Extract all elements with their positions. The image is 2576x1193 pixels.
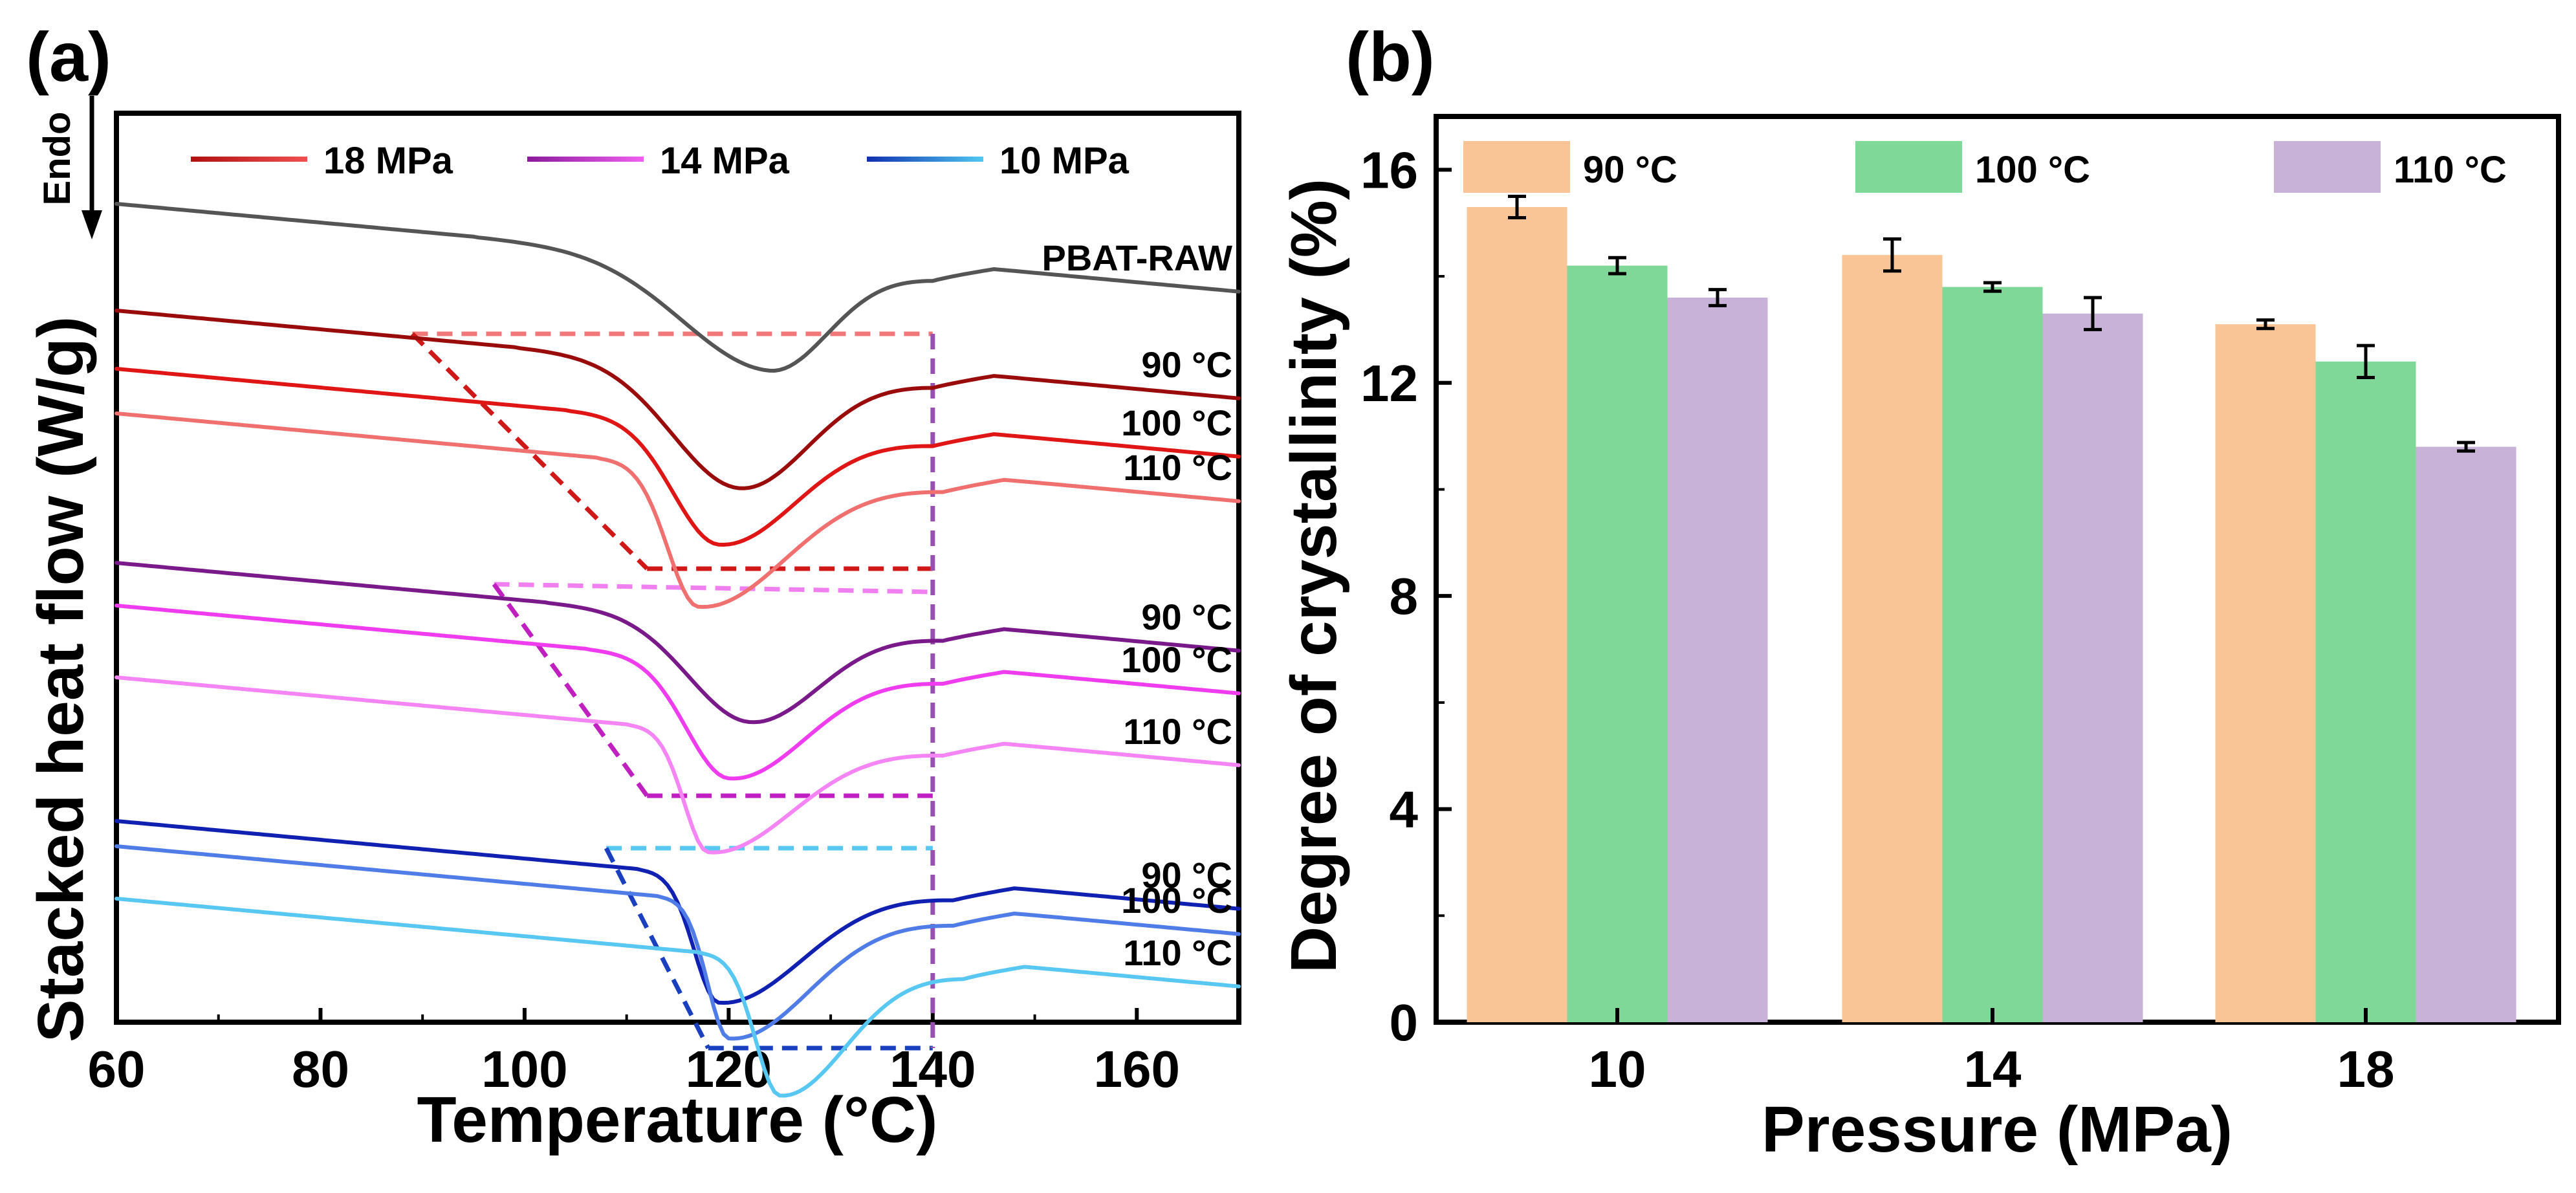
x-tick-label: 10: [1589, 1040, 1646, 1098]
y-tick-label: 0: [1390, 994, 1419, 1051]
legend-label: 18 MPa: [323, 140, 453, 182]
heat-flow-curve: [115, 309, 1241, 490]
curve-label: 100 °C: [1121, 402, 1232, 443]
endo-arrow-head: [82, 210, 102, 239]
legend-swatch: [2274, 141, 2381, 193]
x-tick-label: 100: [481, 1040, 567, 1098]
guide-diagonal-line: [492, 582, 649, 798]
legend-swatch: [867, 157, 983, 162]
bar: [1667, 298, 1768, 1022]
panel-b: (b) 0 4 8 12 16 10 14 18 90 °C 100 °C 110 °C Pre…: [1278, 17, 2561, 1166]
panel-a-plot-frame: [114, 111, 1241, 1025]
panel-a-guides: [410, 331, 935, 1051]
panel-b-label: (b): [1346, 17, 1435, 96]
bar: [2042, 313, 2143, 1023]
x-tick-label: 160: [1094, 1040, 1180, 1098]
heat-flow-curve: [115, 411, 1241, 609]
x-tick-label: 14: [1964, 1040, 2022, 1098]
bar: [1467, 207, 1567, 1022]
panel-b-legend: 90 °C 100 °C 110 °C: [1463, 141, 2507, 193]
y-tick-label: 16: [1360, 141, 1418, 199]
legend-label: 90 °C: [1583, 149, 1677, 191]
heat-flow-curve: [115, 367, 1241, 547]
curve-label: PBAT-RAW: [1042, 237, 1233, 278]
panel-b-x-axis-title: Pressure (MPa): [1762, 1093, 2232, 1166]
legend-swatch: [1855, 141, 1962, 193]
curve-label: 110 °C: [1123, 711, 1232, 752]
panel-a-label: (a): [26, 17, 111, 96]
legend-label: 110 °C: [2394, 149, 2507, 191]
curve-label: 90 °C: [1141, 596, 1232, 637]
x-tick-label: 60: [88, 1040, 146, 1098]
heat-flow-curve: [115, 675, 1241, 855]
heat-flow-curve: [115, 844, 1241, 1041]
curve-label: 100 °C: [1121, 639, 1232, 680]
y-tick-label: 12: [1360, 355, 1418, 412]
heat-flow-curve: [115, 819, 1241, 1005]
legend-label: 14 MPa: [660, 140, 790, 182]
panel-a-legend: 18 MPa 14 MPa 10 MPa: [191, 140, 1130, 182]
bar: [1942, 287, 2043, 1022]
heat-flow-curve: [115, 561, 1241, 725]
guide-top-line: [494, 582, 933, 595]
endo-label: Endo: [36, 112, 78, 206]
panel-a-y-axis-title: Stacked heat flow (W/g): [25, 316, 97, 1042]
curve-label: 90 °C: [1141, 855, 1232, 895]
bar: [2416, 446, 2516, 1022]
legend-swatch: [191, 157, 307, 162]
x-tick-label: 18: [2337, 1040, 2395, 1098]
bar: [2315, 361, 2416, 1022]
curve-label: 90 °C: [1141, 344, 1232, 385]
legend-swatch: [527, 157, 644, 162]
heat-flow-curve: [115, 202, 1241, 373]
panel-b-bars: [1467, 195, 2516, 1023]
bar: [1567, 265, 1668, 1022]
y-tick-label: 8: [1390, 567, 1419, 625]
panel-b-y-axis-title: Degree of crystallinity (%): [1278, 179, 1350, 973]
panel-a-x-ticks: 60 80 100 120 140 160: [88, 1008, 1180, 1098]
panel-a-x-axis-title: Temperature (°C): [417, 1084, 938, 1156]
panel-b-y-ticks: 0 4 8 12 16: [1360, 141, 1452, 1051]
curve-label: 100 °C: [1121, 880, 1232, 921]
bar: [2215, 324, 2316, 1022]
heat-flow-curve: [115, 604, 1241, 781]
x-tick-label: 80: [292, 1040, 349, 1098]
panel-b-x-ticks: 10 14 18: [1589, 1008, 2395, 1098]
legend-swatch: [1463, 141, 1570, 193]
curve-label: 110 °C: [1123, 932, 1232, 973]
y-tick-label: 4: [1390, 781, 1419, 838]
heat-flow-curve: [115, 897, 1241, 1098]
legend-label: 100 °C: [1975, 149, 2090, 191]
legend-label: 10 MPa: [999, 140, 1130, 182]
guide-diagonal-line: [410, 332, 649, 571]
curve-label: 110 °C: [1123, 447, 1232, 488]
bar: [1842, 255, 1943, 1022]
